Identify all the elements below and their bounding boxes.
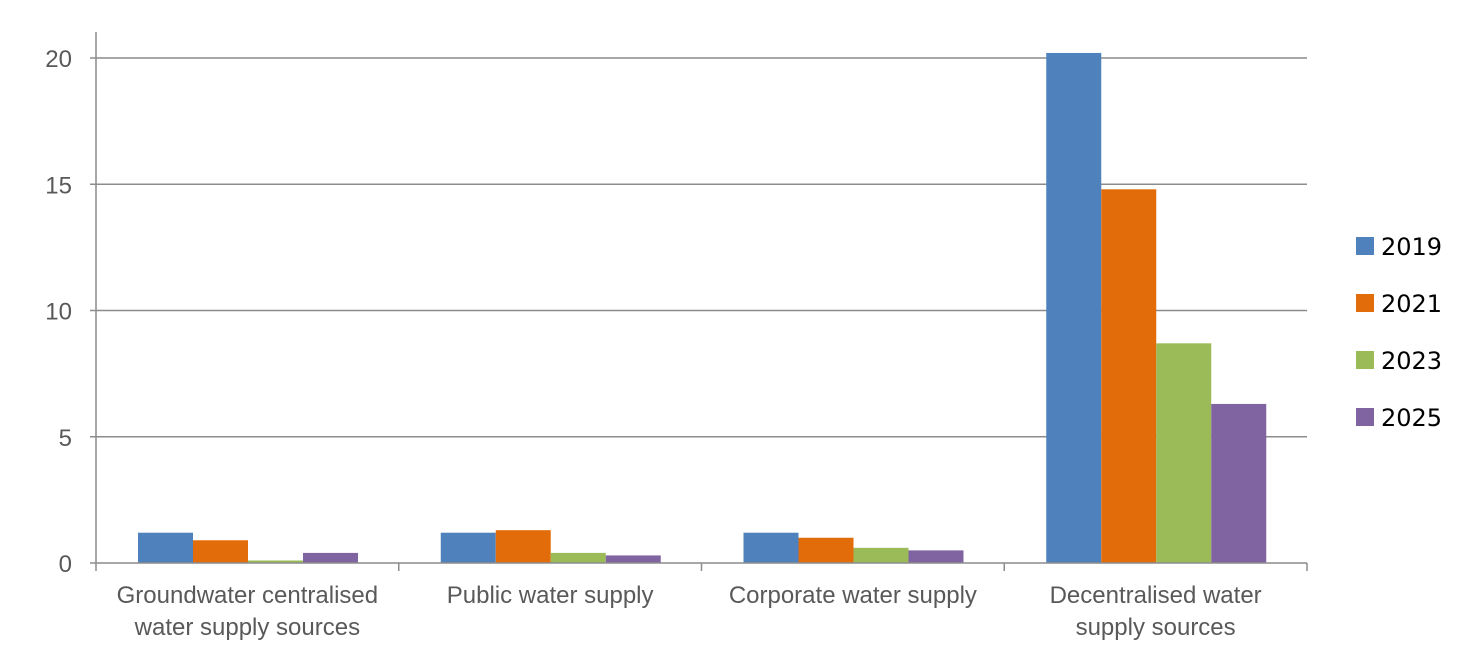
bar-2021 <box>798 537 854 563</box>
bar-2025 <box>908 550 964 563</box>
bar-2025 <box>605 555 661 563</box>
bar-2023 <box>248 560 303 563</box>
y-tick-label: 20 <box>45 46 72 73</box>
legend-label: 2019 <box>1381 233 1442 261</box>
y-tick-labels: 0 5 10 15 20 <box>45 46 72 578</box>
bars <box>138 52 1267 564</box>
axes <box>90 32 1308 571</box>
legend-label: 2023 <box>1381 347 1442 375</box>
bar-2019 <box>440 532 496 563</box>
legend-swatch <box>1356 351 1374 369</box>
x-category-label: Decentralised water supply sources <box>1050 582 1262 641</box>
bar-2025 <box>1211 403 1267 563</box>
bar-2021 <box>495 530 551 563</box>
bar-2023 <box>853 547 909 563</box>
bar-2021 <box>1101 189 1157 564</box>
x-category-label: Corporate water supply <box>729 582 977 609</box>
legend-label: 2021 <box>1381 290 1442 318</box>
bar-2019 <box>1046 52 1102 563</box>
x-category-label: Groundwater centralised water supply sour… <box>117 582 378 641</box>
y-tick-label: 10 <box>45 299 72 326</box>
bar-2023 <box>550 552 606 563</box>
bar-2025 <box>303 552 358 563</box>
legend-label: 2025 <box>1381 404 1442 432</box>
bar-2019 <box>743 532 799 563</box>
y-tick-label: 5 <box>59 425 72 452</box>
y-tick-label: 15 <box>45 172 72 199</box>
bar-2021 <box>193 540 248 563</box>
legend-swatch <box>1356 294 1374 312</box>
bar-2019 <box>138 532 193 563</box>
legend-swatch <box>1356 237 1374 255</box>
x-category-label: Public water supply <box>447 582 654 609</box>
legend: 2019 2021 2023 2025 <box>1356 233 1442 432</box>
bar-2023 <box>1156 343 1212 563</box>
y-tick-label: 0 <box>59 551 72 578</box>
legend-swatch <box>1356 408 1374 426</box>
x-category-labels: Groundwater centralised water supply sour… <box>117 582 1262 641</box>
